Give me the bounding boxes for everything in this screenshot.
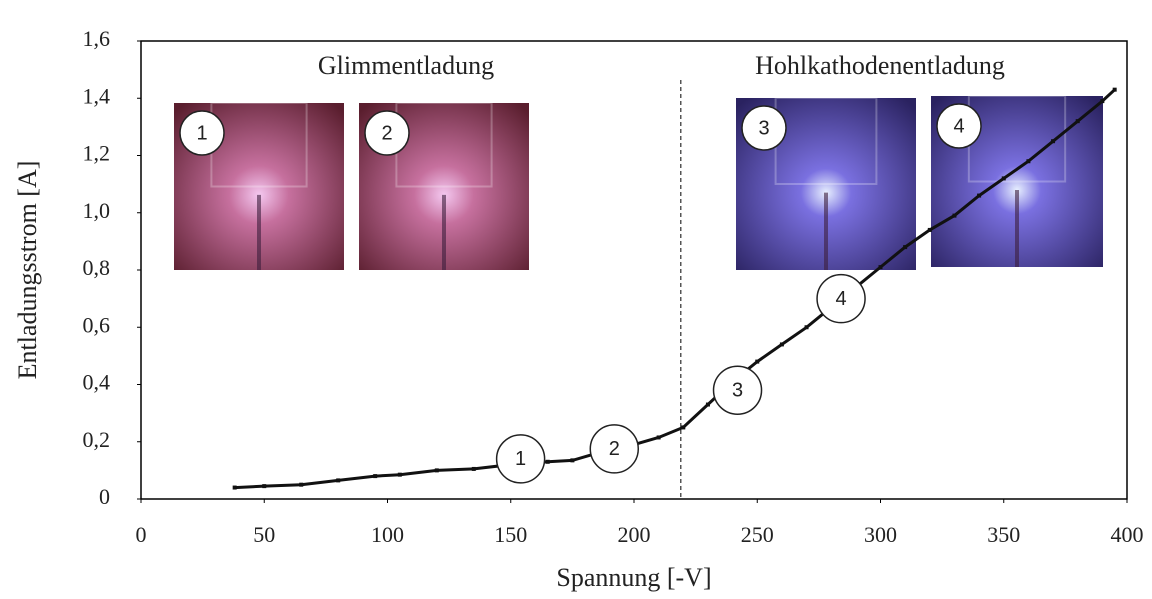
x-tick-label: 150: [494, 522, 527, 547]
data-point: [1001, 176, 1006, 181]
annotation-circle: [589, 424, 640, 474]
region-label: Hohlkathodenentladung: [755, 51, 1005, 80]
x-tick-label: 50: [253, 522, 275, 547]
data-point: [336, 478, 341, 483]
data-point: [977, 193, 982, 198]
y-tick-label: 0,2: [83, 427, 111, 452]
photo-label: 3: [758, 117, 769, 139]
data-point: [570, 458, 575, 463]
y-axis-title: Entladungsstrom [A]: [13, 161, 42, 380]
x-axis-title: Spannung [-V]: [556, 563, 711, 592]
data-point: [656, 435, 661, 440]
data-point: [927, 227, 932, 232]
photo-label-circle: [179, 110, 225, 156]
data-point: [903, 245, 908, 250]
y-tick-label: 1,0: [83, 198, 111, 223]
region-label: Glimmentladung: [318, 51, 494, 80]
data-point: [952, 213, 957, 218]
photo-label: 2: [381, 122, 392, 144]
data-point: [1051, 139, 1056, 144]
x-tick-label: 0: [136, 522, 147, 547]
data-point: [755, 359, 760, 364]
data-point: [299, 482, 304, 487]
annotation-circle: [495, 434, 546, 484]
data-point: [232, 485, 237, 490]
y-tick-label: 0,6: [83, 312, 111, 337]
data-point: [397, 472, 402, 477]
data-point: [1112, 87, 1117, 92]
data-point: [471, 466, 476, 471]
y-tick-label: 0,8: [83, 255, 111, 280]
x-tick-label: 400: [1111, 522, 1144, 547]
photo-label: 1: [196, 122, 207, 144]
x-tick-label: 250: [741, 522, 774, 547]
data-point: [262, 484, 267, 489]
data-point: [545, 459, 550, 464]
photo-label-circle: [936, 103, 982, 149]
data-point: [1100, 99, 1105, 104]
annotation-circle: [712, 365, 763, 415]
y-tick-label: 0: [99, 484, 110, 509]
data-point: [804, 325, 809, 330]
photo-label-circle: [741, 105, 787, 151]
data-point: [1026, 159, 1031, 164]
y-tick-label: 1,4: [83, 83, 111, 108]
x-tick-label: 300: [864, 522, 897, 547]
annotation-circle: [816, 273, 866, 324]
photo-label-circle: [364, 110, 410, 156]
data-point: [681, 425, 686, 430]
data-point: [705, 402, 710, 407]
x-tick-label: 200: [618, 522, 651, 547]
data-point: [779, 342, 784, 347]
data-point: [373, 474, 378, 479]
photo-label: 4: [953, 115, 964, 137]
annotation-label: 3: [732, 380, 743, 402]
data-point: [878, 265, 883, 270]
x-tick-label: 350: [987, 522, 1020, 547]
annotation-label: 1: [515, 448, 526, 470]
annotation-label: 4: [835, 288, 846, 310]
data-point: [1075, 119, 1080, 124]
y-tick-label: 0,4: [83, 370, 111, 395]
x-tick-label: 100: [371, 522, 404, 547]
y-tick-label: 1,6: [83, 26, 111, 51]
data-point: [434, 468, 439, 473]
y-tick-label: 1,2: [83, 141, 111, 166]
annotation-label: 2: [609, 438, 620, 460]
